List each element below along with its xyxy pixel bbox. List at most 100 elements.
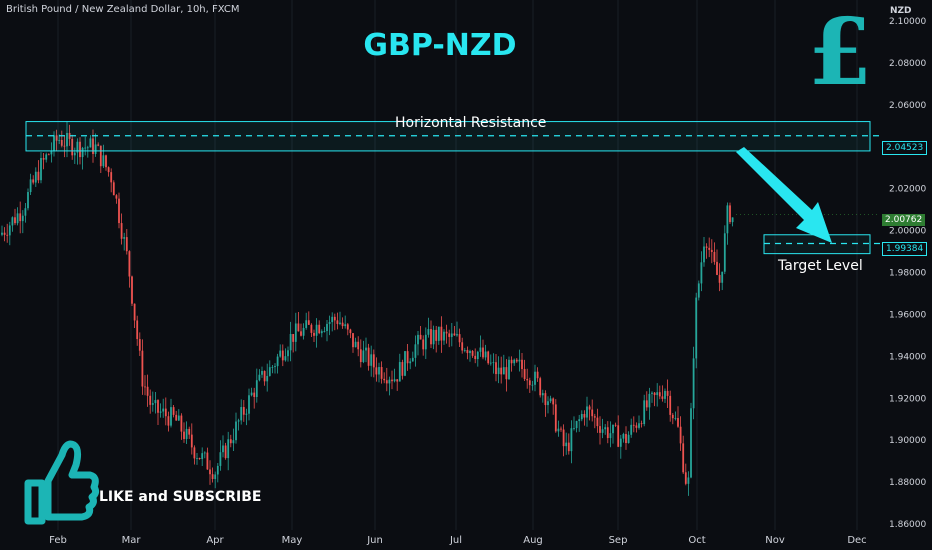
candle-body bbox=[1, 232, 3, 235]
candle-body bbox=[84, 147, 87, 149]
candle-body bbox=[323, 331, 326, 332]
candle-body bbox=[700, 262, 703, 284]
thumbs-up-icon bbox=[24, 440, 100, 525]
candle-body bbox=[287, 350, 289, 357]
y-tick-label: 2.08000 bbox=[889, 59, 926, 69]
candle-body bbox=[302, 327, 305, 336]
candle-body bbox=[336, 320, 339, 324]
candle-body bbox=[406, 351, 409, 364]
candle-body bbox=[482, 347, 484, 358]
candle-body bbox=[131, 276, 133, 304]
candle-body bbox=[495, 362, 497, 375]
candle-body bbox=[404, 351, 406, 376]
candle-body bbox=[692, 358, 695, 409]
x-tick-label: Jun bbox=[366, 535, 383, 546]
candle-body bbox=[89, 138, 92, 148]
candle-body bbox=[731, 217, 734, 223]
candle-body bbox=[180, 415, 183, 432]
candle-body bbox=[430, 329, 432, 345]
like-subscribe-text[interactable]: LIKE and SUBSCRIBE bbox=[99, 489, 262, 505]
candle-body bbox=[242, 407, 245, 415]
candle-body bbox=[162, 408, 165, 412]
candle-body bbox=[209, 469, 211, 475]
symbol-label[interactable]: British Pound / New Zealand Dollar, 10h,… bbox=[6, 4, 240, 15]
candle-body bbox=[721, 271, 724, 283]
candle-body bbox=[583, 414, 586, 418]
candles bbox=[1, 121, 734, 496]
candle-body bbox=[232, 440, 235, 444]
candle-body bbox=[419, 334, 422, 340]
candle-body bbox=[437, 326, 440, 341]
candle-body bbox=[177, 415, 180, 421]
x-tick-label: Sep bbox=[609, 535, 628, 546]
candle-body bbox=[76, 141, 79, 153]
candle-body bbox=[666, 390, 669, 396]
candle-body bbox=[552, 398, 555, 405]
candle-body bbox=[484, 351, 487, 358]
candle-body bbox=[110, 172, 113, 183]
candle-body bbox=[146, 386, 149, 396]
candle-body bbox=[292, 334, 295, 342]
candle-body bbox=[518, 359, 521, 362]
candle-body bbox=[235, 421, 237, 441]
candle-body bbox=[565, 442, 568, 447]
candle-body bbox=[3, 232, 6, 235]
candle-body bbox=[575, 421, 578, 429]
candle-body bbox=[588, 406, 591, 410]
chart-title: GBP-NZD bbox=[363, 28, 517, 63]
candle-body bbox=[526, 379, 529, 381]
candle-body bbox=[349, 329, 352, 334]
candle-body bbox=[6, 234, 9, 236]
candle-body bbox=[456, 334, 458, 336]
candle-body bbox=[445, 331, 448, 334]
arrow-icon bbox=[736, 147, 832, 243]
candle-body bbox=[229, 439, 232, 444]
candle-body bbox=[705, 246, 708, 248]
candle-body bbox=[149, 395, 152, 405]
candle-body bbox=[463, 350, 466, 351]
candle-body bbox=[151, 403, 154, 405]
candle-body bbox=[554, 404, 557, 432]
target-zone bbox=[763, 234, 871, 255]
candle-body bbox=[606, 427, 609, 439]
candle-body bbox=[643, 400, 646, 425]
candle-body bbox=[510, 359, 513, 364]
candle-body bbox=[94, 144, 97, 154]
candle-body bbox=[487, 351, 490, 364]
zones bbox=[25, 121, 880, 255]
candle-body bbox=[557, 428, 560, 432]
candle-body bbox=[547, 401, 549, 406]
candle-body bbox=[674, 418, 677, 419]
time-axis[interactable]: Feb Mar Apr May Jun Jul Aug Sep Oct Nov Dec bbox=[49, 535, 867, 546]
candle-body bbox=[388, 379, 391, 384]
target-price-tag: 1.99384 bbox=[882, 242, 928, 256]
candle-body bbox=[203, 452, 206, 454]
candle-body bbox=[417, 334, 419, 345]
candle-body bbox=[471, 350, 474, 356]
candle-body bbox=[630, 424, 633, 435]
resistance-label: Horizontal Resistance bbox=[395, 115, 547, 131]
candle-body bbox=[396, 379, 399, 382]
candle-body bbox=[58, 139, 61, 141]
candle-body bbox=[398, 362, 401, 382]
candle-body bbox=[320, 331, 323, 334]
candle-body bbox=[466, 350, 469, 354]
candle-body bbox=[625, 433, 627, 444]
candle-body bbox=[401, 362, 404, 376]
candle-body bbox=[723, 233, 726, 272]
candle-body bbox=[508, 359, 510, 380]
candle-body bbox=[708, 247, 711, 250]
candle-body bbox=[154, 400, 157, 404]
candle-body bbox=[219, 452, 222, 466]
candle-body bbox=[224, 445, 227, 459]
candle-body bbox=[29, 179, 32, 193]
candle-body bbox=[461, 342, 464, 351]
candle-body bbox=[313, 332, 315, 336]
candle-body bbox=[357, 341, 360, 350]
candle-body bbox=[60, 139, 63, 146]
candle-body bbox=[11, 217, 14, 226]
candle-body bbox=[255, 380, 258, 397]
candle-body bbox=[253, 392, 256, 397]
candle-body bbox=[497, 367, 500, 375]
